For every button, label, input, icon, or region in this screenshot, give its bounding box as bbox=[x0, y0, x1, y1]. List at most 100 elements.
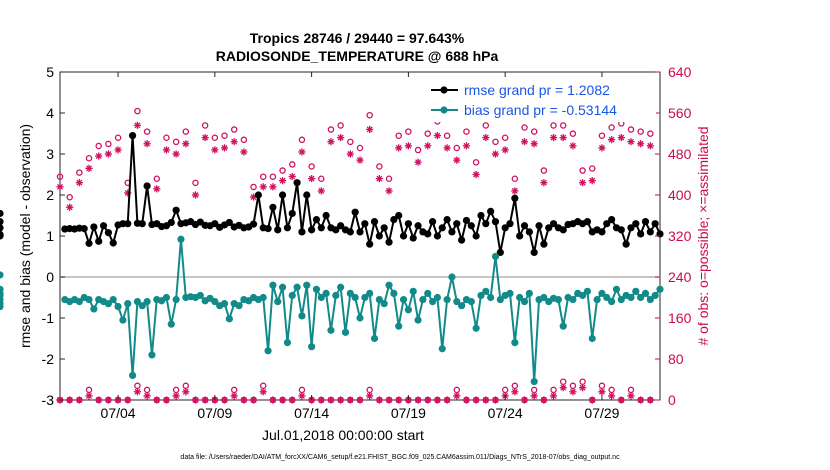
count-marker-assimilated bbox=[288, 172, 296, 181]
data-point bbox=[651, 291, 659, 300]
x-tick-label: 07/24 bbox=[488, 405, 523, 421]
data-point bbox=[404, 220, 412, 228]
y-tick-label: -2 bbox=[42, 351, 55, 367]
count-marker-possible bbox=[134, 107, 141, 115]
data-point bbox=[516, 232, 524, 240]
data-point bbox=[472, 232, 480, 240]
count-marker-assimilated bbox=[443, 144, 451, 152]
data-point bbox=[346, 289, 354, 297]
count-marker-assimilated bbox=[104, 150, 112, 158]
data-point bbox=[448, 228, 456, 236]
count-marker-assimilated bbox=[308, 175, 316, 183]
data-point bbox=[356, 314, 364, 322]
data-point bbox=[220, 300, 229, 308]
data-point bbox=[366, 289, 374, 297]
count-marker-possible bbox=[163, 134, 170, 141]
data-point bbox=[511, 339, 519, 347]
count-marker-assimilated bbox=[549, 392, 558, 400]
data-point bbox=[337, 283, 345, 291]
count-marker-possible bbox=[56, 173, 64, 180]
count-marker-assimilated bbox=[172, 150, 180, 158]
data-point bbox=[656, 285, 664, 293]
data-point bbox=[409, 287, 417, 295]
data-point bbox=[608, 298, 616, 306]
data-point bbox=[443, 295, 451, 304]
count-marker-possible bbox=[376, 163, 383, 170]
count-marker-assimilated bbox=[220, 144, 229, 152]
count-marker-assimilated bbox=[366, 392, 374, 400]
data-point bbox=[90, 305, 98, 313]
y-tick-label: 1 bbox=[46, 228, 54, 244]
count-marker-possible bbox=[211, 134, 219, 141]
count-marker-assimilated bbox=[249, 396, 258, 404]
series-assimilated bbox=[56, 121, 654, 211]
count-marker-assimilated bbox=[395, 396, 403, 404]
count-marker-assimilated bbox=[540, 179, 548, 187]
data-point bbox=[346, 228, 354, 236]
data-point bbox=[283, 224, 292, 232]
data-point bbox=[520, 298, 529, 306]
data-point bbox=[0, 209, 4, 218]
data-point bbox=[0, 285, 4, 293]
count-marker-possible bbox=[463, 128, 470, 135]
count-marker-assimilated bbox=[501, 146, 509, 154]
legend-marker-bias bbox=[440, 106, 448, 114]
count-marker-assimilated bbox=[375, 396, 383, 404]
data-point bbox=[288, 209, 296, 218]
data-point bbox=[225, 218, 233, 227]
count-marker-assimilated bbox=[578, 384, 587, 392]
count-marker-assimilated bbox=[337, 134, 345, 142]
count-marker-possible bbox=[540, 167, 548, 174]
data-point bbox=[559, 322, 567, 330]
data-point bbox=[651, 220, 659, 228]
data-point bbox=[0, 302, 4, 311]
count-marker-assimilated bbox=[511, 388, 519, 396]
count-marker-possible bbox=[521, 124, 528, 131]
data-point bbox=[375, 295, 383, 304]
count-marker-assimilated bbox=[453, 156, 461, 164]
count-marker-assimilated bbox=[530, 140, 538, 148]
data-point bbox=[487, 293, 495, 302]
count-marker-possible bbox=[414, 146, 422, 154]
data-point bbox=[603, 220, 611, 228]
data-point bbox=[438, 224, 446, 232]
legend: rmse grand pr = 1.2082 bias grand pr = -… bbox=[428, 78, 656, 122]
data-point bbox=[254, 191, 262, 199]
data-point bbox=[143, 182, 151, 190]
legend-box bbox=[428, 78, 656, 122]
data-point bbox=[482, 287, 490, 295]
count-marker-assimilated bbox=[298, 392, 306, 400]
data-point bbox=[119, 316, 127, 324]
data-point bbox=[458, 236, 466, 244]
series-possible bbox=[56, 107, 654, 201]
data-point bbox=[274, 298, 282, 306]
count-marker-assimilated bbox=[327, 396, 335, 404]
count-marker-assimilated bbox=[511, 187, 519, 195]
data-point bbox=[583, 287, 592, 295]
data-point bbox=[525, 289, 533, 297]
count-marker-assimilated bbox=[75, 396, 83, 404]
data-point bbox=[641, 289, 650, 297]
data-point bbox=[428, 298, 437, 306]
data-point bbox=[124, 300, 132, 308]
y-tick-label: 0 bbox=[46, 269, 54, 285]
x-tick-label: 07/04 bbox=[101, 405, 136, 421]
data-point bbox=[569, 295, 577, 304]
data-point bbox=[298, 228, 306, 236]
data-point bbox=[501, 224, 509, 232]
count-marker-possible bbox=[443, 132, 451, 139]
data-point bbox=[578, 291, 587, 300]
count-marker-assimilated bbox=[385, 187, 393, 195]
legend-marker-rmse bbox=[440, 86, 448, 94]
data-point bbox=[554, 295, 562, 304]
count-marker-assimilated bbox=[627, 392, 635, 400]
data-point bbox=[278, 191, 287, 199]
count-marker-assimilated bbox=[201, 396, 209, 404]
data-point bbox=[109, 239, 117, 247]
data-point bbox=[312, 216, 321, 224]
count-marker-assimilated bbox=[375, 175, 383, 183]
count-marker-assimilated bbox=[162, 396, 171, 404]
data-point bbox=[535, 222, 543, 230]
count-marker-possible bbox=[192, 179, 199, 187]
count-marker-possible bbox=[85, 154, 93, 162]
